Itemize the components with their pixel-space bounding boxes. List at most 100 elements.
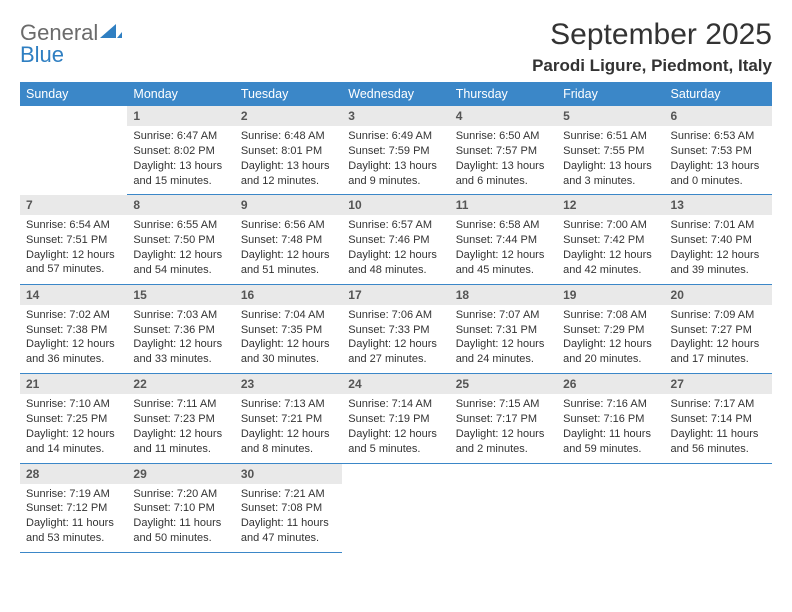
day-details: Sunrise: 6:47 AMSunset: 8:02 PMDaylight:… — [127, 126, 234, 194]
calendar-day-cell: 17Sunrise: 7:06 AMSunset: 7:33 PMDayligh… — [342, 284, 449, 373]
weekday-header: Monday — [127, 82, 234, 106]
daylight-text: Daylight: 12 hours and 39 minutes. — [671, 248, 766, 278]
day-details: Sunrise: 6:51 AMSunset: 7:55 PMDaylight:… — [557, 126, 664, 194]
sunset-text: Sunset: 7:25 PM — [26, 412, 121, 427]
day-number: 6 — [665, 106, 772, 126]
calendar-day-cell: 27Sunrise: 7:17 AMSunset: 7:14 PMDayligh… — [665, 374, 772, 463]
sunrise-text: Sunrise: 7:07 AM — [456, 308, 551, 323]
sunrise-text: Sunrise: 6:51 AM — [563, 129, 658, 144]
day-details: Sunrise: 7:02 AMSunset: 7:38 PMDaylight:… — [20, 305, 127, 373]
day-number: 17 — [342, 285, 449, 305]
day-details — [665, 484, 772, 493]
day-number: 22 — [127, 374, 234, 394]
sunset-text: Sunset: 7:19 PM — [348, 412, 443, 427]
day-details: Sunrise: 6:57 AMSunset: 7:46 PMDaylight:… — [342, 215, 449, 283]
calendar-week-row: 1Sunrise: 6:47 AMSunset: 8:02 PMDaylight… — [20, 106, 772, 195]
sunset-text: Sunset: 8:02 PM — [133, 144, 228, 159]
day-number: 21 — [20, 374, 127, 394]
calendar-day-cell: 28Sunrise: 7:19 AMSunset: 7:12 PMDayligh… — [20, 463, 127, 552]
sunset-text: Sunset: 7:40 PM — [671, 233, 766, 248]
calendar-day-cell: 22Sunrise: 7:11 AMSunset: 7:23 PMDayligh… — [127, 374, 234, 463]
calendar-day-cell: 20Sunrise: 7:09 AMSunset: 7:27 PMDayligh… — [665, 284, 772, 373]
daylight-text: Daylight: 11 hours and 53 minutes. — [26, 516, 121, 546]
day-number: 14 — [20, 285, 127, 305]
calendar-day-cell — [342, 463, 449, 552]
day-details: Sunrise: 6:48 AMSunset: 8:01 PMDaylight:… — [235, 126, 342, 194]
calendar-day-cell: 26Sunrise: 7:16 AMSunset: 7:16 PMDayligh… — [557, 374, 664, 463]
sunset-text: Sunset: 7:50 PM — [133, 233, 228, 248]
daylight-text: Daylight: 11 hours and 47 minutes. — [241, 516, 336, 546]
calendar-day-cell — [557, 463, 664, 552]
daylight-text: Daylight: 12 hours and 14 minutes. — [26, 427, 121, 457]
calendar-day-cell: 9Sunrise: 6:56 AMSunset: 7:48 PMDaylight… — [235, 195, 342, 284]
day-number: 29 — [127, 464, 234, 484]
sunset-text: Sunset: 7:35 PM — [241, 323, 336, 338]
daylight-text: Daylight: 12 hours and 8 minutes. — [241, 427, 336, 457]
calendar-day-cell: 1Sunrise: 6:47 AMSunset: 8:02 PMDaylight… — [127, 106, 234, 195]
sunrise-text: Sunrise: 7:19 AM — [26, 487, 121, 502]
sunset-text: Sunset: 7:08 PM — [241, 501, 336, 516]
calendar-day-cell: 24Sunrise: 7:14 AMSunset: 7:19 PMDayligh… — [342, 374, 449, 463]
day-number: 9 — [235, 195, 342, 215]
sunset-text: Sunset: 7:10 PM — [133, 501, 228, 516]
sunrise-text: Sunrise: 6:48 AM — [241, 129, 336, 144]
weekday-header: Friday — [557, 82, 664, 106]
day-details — [557, 484, 664, 493]
sunrise-text: Sunrise: 6:54 AM — [26, 218, 121, 233]
daylight-text: Daylight: 13 hours and 3 minutes. — [563, 159, 658, 189]
daylight-text: Daylight: 12 hours and 51 minutes. — [241, 248, 336, 278]
calendar-day-cell: 7Sunrise: 6:54 AMSunset: 7:51 PMDaylight… — [20, 195, 127, 284]
day-number: 19 — [557, 285, 664, 305]
weekday-header: Saturday — [665, 82, 772, 106]
calendar-day-cell: 10Sunrise: 6:57 AMSunset: 7:46 PMDayligh… — [342, 195, 449, 284]
sunset-text: Sunset: 7:36 PM — [133, 323, 228, 338]
day-number: 10 — [342, 195, 449, 215]
daylight-text: Daylight: 12 hours and 33 minutes. — [133, 337, 228, 367]
day-details: Sunrise: 6:50 AMSunset: 7:57 PMDaylight:… — [450, 126, 557, 194]
day-details: Sunrise: 7:09 AMSunset: 7:27 PMDaylight:… — [665, 305, 772, 373]
daylight-text: Daylight: 12 hours and 17 minutes. — [671, 337, 766, 367]
calendar-day-cell — [20, 106, 127, 195]
day-details: Sunrise: 7:15 AMSunset: 7:17 PMDaylight:… — [450, 394, 557, 462]
sunset-text: Sunset: 8:01 PM — [241, 144, 336, 159]
daylight-text: Daylight: 13 hours and 9 minutes. — [348, 159, 443, 189]
day-number: 8 — [127, 195, 234, 215]
daylight-text: Daylight: 11 hours and 56 minutes. — [671, 427, 766, 457]
day-number: 25 — [450, 374, 557, 394]
daylight-text: Daylight: 12 hours and 30 minutes. — [241, 337, 336, 367]
sunrise-text: Sunrise: 7:15 AM — [456, 397, 551, 412]
day-details: Sunrise: 7:04 AMSunset: 7:35 PMDaylight:… — [235, 305, 342, 373]
calendar-day-cell: 16Sunrise: 7:04 AMSunset: 7:35 PMDayligh… — [235, 284, 342, 373]
sunset-text: Sunset: 7:55 PM — [563, 144, 658, 159]
day-details: Sunrise: 7:17 AMSunset: 7:14 PMDaylight:… — [665, 394, 772, 462]
sunrise-text: Sunrise: 7:03 AM — [133, 308, 228, 323]
day-details: Sunrise: 7:01 AMSunset: 7:40 PMDaylight:… — [665, 215, 772, 283]
weekday-header: Sunday — [20, 82, 127, 106]
sunrise-text: Sunrise: 7:11 AM — [133, 397, 228, 412]
daylight-text: Daylight: 12 hours and 20 minutes. — [563, 337, 658, 367]
day-number: 24 — [342, 374, 449, 394]
day-details: Sunrise: 7:10 AMSunset: 7:25 PMDaylight:… — [20, 394, 127, 462]
weekday-header: Tuesday — [235, 82, 342, 106]
calendar-week-row: 7Sunrise: 6:54 AMSunset: 7:51 PMDaylight… — [20, 195, 772, 284]
sunrise-text: Sunrise: 6:57 AM — [348, 218, 443, 233]
sunrise-text: Sunrise: 7:20 AM — [133, 487, 228, 502]
calendar-table: Sunday Monday Tuesday Wednesday Thursday… — [20, 82, 772, 553]
sunrise-text: Sunrise: 7:09 AM — [671, 308, 766, 323]
sunrise-text: Sunrise: 6:49 AM — [348, 129, 443, 144]
daylight-text: Daylight: 12 hours and 5 minutes. — [348, 427, 443, 457]
day-details: Sunrise: 7:13 AMSunset: 7:21 PMDaylight:… — [235, 394, 342, 462]
calendar-day-cell: 15Sunrise: 7:03 AMSunset: 7:36 PMDayligh… — [127, 284, 234, 373]
daylight-text: Daylight: 11 hours and 59 minutes. — [563, 427, 658, 457]
calendar-day-cell: 21Sunrise: 7:10 AMSunset: 7:25 PMDayligh… — [20, 374, 127, 463]
sunset-text: Sunset: 7:57 PM — [456, 144, 551, 159]
sunset-text: Sunset: 7:46 PM — [348, 233, 443, 248]
sunset-text: Sunset: 7:33 PM — [348, 323, 443, 338]
sunset-text: Sunset: 7:23 PM — [133, 412, 228, 427]
day-details: Sunrise: 7:08 AMSunset: 7:29 PMDaylight:… — [557, 305, 664, 373]
daylight-text: Daylight: 13 hours and 15 minutes. — [133, 159, 228, 189]
day-number: 4 — [450, 106, 557, 126]
sunrise-text: Sunrise: 7:00 AM — [563, 218, 658, 233]
calendar-week-row: 14Sunrise: 7:02 AMSunset: 7:38 PMDayligh… — [20, 284, 772, 373]
daylight-text: Daylight: 13 hours and 6 minutes. — [456, 159, 551, 189]
